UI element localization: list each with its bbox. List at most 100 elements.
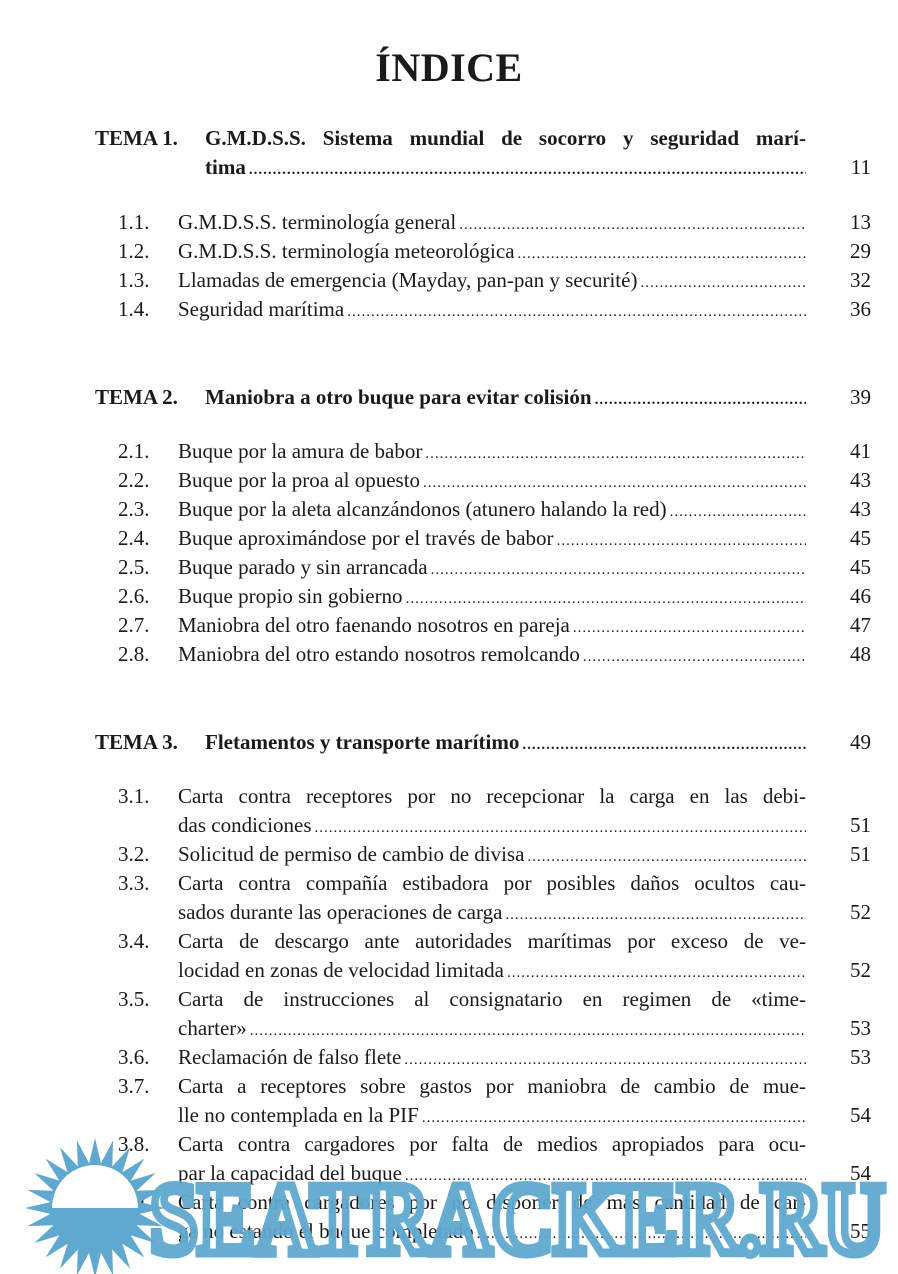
toc-entry-line[interactable]: 3.3. Carta contra compañía estibadora por… bbox=[95, 869, 871, 898]
entry-page-number: 32 bbox=[850, 268, 871, 292]
entry-body: G.M.D.S.S. terminología general.........… bbox=[178, 208, 806, 240]
section-number: TEMA 2. bbox=[95, 385, 178, 409]
toc-entry-line[interactable]: 2.4. Buque aproximándose por el través de… bbox=[95, 524, 871, 553]
entry-body: charter»................................… bbox=[178, 1014, 806, 1046]
section-page-number: 11 bbox=[850, 155, 871, 179]
entry-body: das condiciones.........................… bbox=[178, 811, 806, 843]
entry-body: Carta de descargo ante autoridades marít… bbox=[178, 927, 806, 956]
entry-page-number: 47 bbox=[850, 613, 871, 637]
section-gap bbox=[95, 757, 871, 782]
toc-entry-line[interactable]: 2.1. Buque por la amura de babor.........… bbox=[95, 437, 871, 466]
toc-entry-line[interactable]: 3.5. Carta de instrucciones al consignata… bbox=[95, 985, 871, 1014]
entry-body: Buque por la amura de babor.............… bbox=[178, 437, 806, 469]
entry-number: 2.5. bbox=[118, 555, 150, 579]
entry-body: Carta contra receptores por no recepcion… bbox=[178, 782, 806, 811]
section-gap bbox=[95, 324, 871, 383]
entry-body: Maniobra del otro faenando nosotros en p… bbox=[178, 611, 806, 643]
toc-entry-line[interactable]: 3.4. Carta de descargo ante autoridades m… bbox=[95, 927, 871, 956]
entry-page-number: 54 bbox=[850, 1161, 871, 1185]
section-heading-line[interactable]: TEMA 1. G.M.D.S.S. Sistema mundial de soc… bbox=[95, 124, 871, 153]
section-heading-line: tima....................................… bbox=[95, 153, 871, 182]
toc-entry-line[interactable]: das condiciones.........................… bbox=[95, 811, 871, 840]
toc-entry-line[interactable]: 3.1. Carta contra receptores por no recep… bbox=[95, 782, 871, 811]
toc-entry-line[interactable]: 3.9. Carta contra cargadores por no dispo… bbox=[95, 1188, 871, 1217]
entry-title: G.M.D.S.S. terminología general bbox=[178, 210, 457, 234]
toc-entry-line[interactable]: 3.7. Carta a receptores sobre gastos por … bbox=[95, 1072, 871, 1101]
dot-leader: ........................................… bbox=[572, 620, 806, 636]
entry-title: Reclamación de falso flete bbox=[178, 1045, 402, 1069]
toc-entry-line[interactable]: 2.3. Buque por la aleta alcanzándonos (at… bbox=[95, 495, 871, 524]
entry-page-number: 29 bbox=[850, 239, 871, 263]
dot-leader: ........................................… bbox=[506, 965, 806, 981]
entry-number: 3.7. bbox=[118, 1074, 150, 1098]
entry-body: Seguridad marítima......................… bbox=[178, 295, 806, 327]
toc-entry-line[interactable]: lle no contemplada en la PIF............… bbox=[95, 1101, 871, 1130]
entry-title: Maniobra del otro faenando nosotros en p… bbox=[178, 613, 570, 637]
toc-entry-line[interactable]: 2.7. Maniobra del otro faenando nosotros … bbox=[95, 611, 871, 640]
dot-leader: ........................................… bbox=[314, 820, 806, 836]
entry-page-number: 51 bbox=[850, 813, 871, 837]
section-heading-line[interactable]: TEMA 3. Fletamentos y transporte marítimo… bbox=[95, 728, 871, 757]
entry-page-number: 52 bbox=[850, 900, 871, 924]
toc-entry-line[interactable]: 1.1. G.M.D.S.S. terminología general.....… bbox=[95, 208, 871, 237]
page-title: ÍNDICE bbox=[375, 45, 523, 90]
entry-title: Carta de instrucciones al consignatario … bbox=[178, 987, 806, 1011]
entry-number: 1.2. bbox=[118, 239, 150, 263]
entry-number: 3.2. bbox=[118, 842, 150, 866]
section-title: Fletamentos y transporte marítimo bbox=[205, 730, 520, 754]
section-title-body: tima....................................… bbox=[205, 153, 806, 185]
entry-body: Carta contra cargadores por no disponer … bbox=[178, 1188, 806, 1217]
entry-number: 2.1. bbox=[118, 439, 150, 463]
toc-entry-line[interactable]: 3.2. Solicitud de permiso de cambio de di… bbox=[95, 840, 871, 869]
toc-entry-line[interactable]: charter»................................… bbox=[95, 1014, 871, 1043]
dot-leader: ........................................… bbox=[582, 649, 806, 665]
toc-entry-line[interactable]: 3.6. Reclamación de falso flete..........… bbox=[95, 1043, 871, 1072]
toc-entry-line[interactable]: 2.8. Maniobra del otro estando nosotros r… bbox=[95, 640, 871, 669]
entry-title: lle no contemplada en la PIF bbox=[178, 1103, 419, 1127]
toc-entry-line[interactable]: 2.2. Buque por la proa al opuesto........… bbox=[95, 466, 871, 495]
toc-entry-line[interactable]: sados durante las operaciones de carga..… bbox=[95, 898, 871, 927]
toc-entry-line[interactable]: par la capacidad del buque..............… bbox=[95, 1159, 871, 1188]
toc-entry-line[interactable]: ga no estando el buque completado.......… bbox=[95, 1217, 871, 1246]
toc-entry-line[interactable]: 2.5. Buque parado y sin arrancada........… bbox=[95, 553, 871, 582]
dot-leader: ........................................… bbox=[522, 737, 806, 753]
dot-leader: ........................................… bbox=[517, 246, 806, 262]
entry-title: Carta de descargo ante autoridades marít… bbox=[178, 929, 806, 953]
entry-page-number: 13 bbox=[850, 210, 871, 234]
toc-entry-line[interactable]: 2.6. Buque propio sin gobierno...........… bbox=[95, 582, 871, 611]
entry-title: Carta contra compañía estibadora por pos… bbox=[178, 871, 806, 895]
entry-page-number: 43 bbox=[850, 468, 871, 492]
entry-title: Buque parado y sin arrancada bbox=[178, 555, 428, 579]
section-title: tima bbox=[205, 155, 246, 179]
entry-page-number: 54 bbox=[850, 1103, 871, 1127]
toc-entry-line[interactable]: 3.8. Carta contra cargadores por falta de… bbox=[95, 1130, 871, 1159]
toc-entry-line[interactable]: 1.3. Llamadas de emergencia (Mayday, pan-… bbox=[95, 266, 871, 295]
dot-leader: ........................................… bbox=[347, 304, 806, 320]
entry-title: ga no estando el buque completado bbox=[178, 1219, 474, 1243]
entry-number: 1.4. bbox=[118, 297, 150, 321]
toc-entry-line[interactable]: locidad en zonas de velocidad limitada..… bbox=[95, 956, 871, 985]
section-gap bbox=[95, 182, 871, 208]
toc-entry-line[interactable]: 1.2. G.M.D.S.S. terminología meteorológic… bbox=[95, 237, 871, 266]
entry-title: Buque propio sin gobierno bbox=[178, 584, 403, 608]
entry-page-number: 51 bbox=[850, 842, 871, 866]
section-page-number: 49 bbox=[850, 730, 871, 754]
toc-entry-line[interactable]: 1.4. Seguridad marítima..................… bbox=[95, 295, 871, 324]
section-heading-line[interactable]: TEMA 2. Maniobra a otro buque para evitar… bbox=[95, 383, 871, 412]
dot-leader: ........................................… bbox=[405, 591, 806, 607]
entry-number: 2.7. bbox=[118, 613, 150, 637]
entry-title: Buque por la aleta alcanzándonos (atuner… bbox=[178, 497, 667, 521]
entry-page-number: 46 bbox=[850, 584, 871, 608]
dot-leader: ........................................… bbox=[404, 1168, 806, 1184]
entry-page-number: 43 bbox=[850, 497, 871, 521]
entry-title: Carta contra cargadores por no disponer … bbox=[178, 1190, 806, 1214]
section-gap bbox=[95, 412, 871, 437]
dot-leader: ........................................… bbox=[594, 392, 806, 408]
entry-number: 3.4. bbox=[118, 929, 150, 953]
dot-leader: ........................................… bbox=[404, 1052, 806, 1068]
entry-page-number: 36 bbox=[850, 297, 871, 321]
section-number: TEMA 1. bbox=[95, 126, 178, 150]
entry-title: Carta contra receptores por no recepcion… bbox=[178, 784, 806, 808]
dot-leader: ........................................… bbox=[425, 446, 806, 462]
section-gap bbox=[95, 669, 871, 728]
